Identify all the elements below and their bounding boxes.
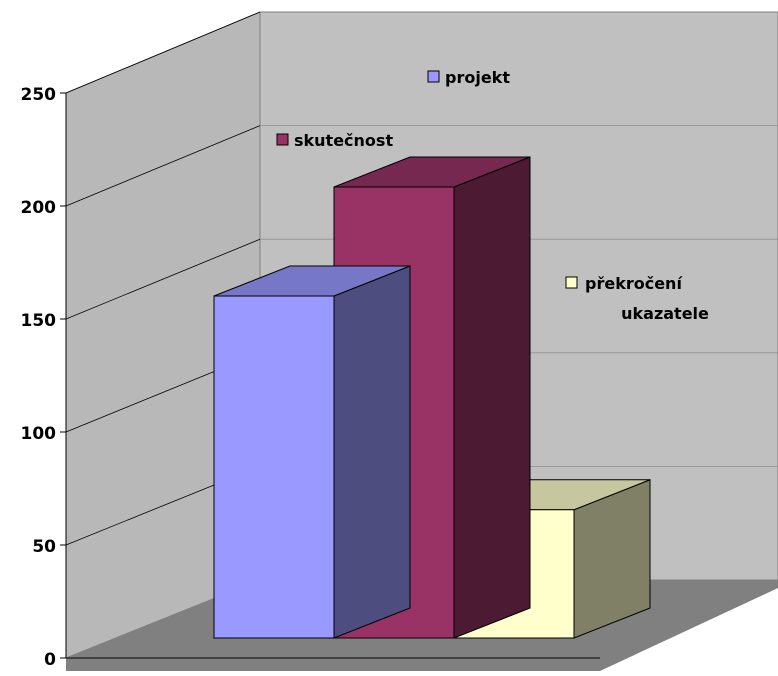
bar-front: [213, 295, 335, 639]
y-axis-ticks: 0 50 100 150 200 250: [21, 85, 66, 670]
legend: projekt skutečnost překročení ukazatele: [276, 68, 709, 323]
tick-label: 150: [21, 311, 57, 331]
tick-label: 200: [21, 198, 57, 218]
gridline-side: [65, 238, 261, 320]
legend-item-3: překročení ukazatele: [565, 274, 709, 323]
gridline-side: [65, 125, 261, 207]
bar-side: [333, 265, 411, 639]
gridline-side: [65, 11, 261, 94]
bars: [213, 156, 651, 639]
bar-1: [213, 265, 411, 639]
tick-label: 0: [44, 650, 56, 670]
legend-swatch: [276, 133, 289, 146]
legend-swatch: [427, 70, 440, 83]
legend-label: projekt: [445, 68, 510, 87]
legend-label-line2: ukazatele: [621, 304, 709, 323]
legend-item-2: skutečnost: [276, 131, 393, 150]
tick-label: 250: [21, 85, 57, 105]
legend-item-1: projekt: [427, 68, 510, 87]
legend-swatch: [565, 276, 578, 289]
tick-label: 100: [21, 424, 57, 444]
legend-label: překročení: [585, 274, 683, 293]
tick-label: 50: [32, 537, 56, 557]
legend-label: skutečnost: [294, 131, 393, 150]
bar-side: [453, 156, 531, 639]
